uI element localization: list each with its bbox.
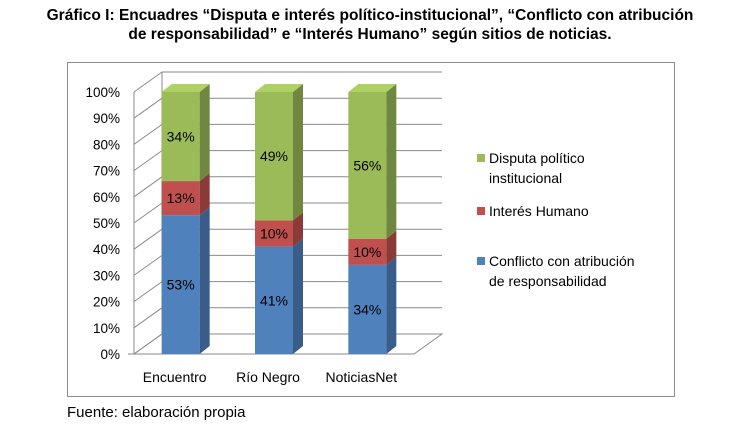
- y-tick-label: 30%: [93, 268, 120, 283]
- gridline-side: [133, 202, 163, 224]
- bar-segment-side: [386, 256, 397, 354]
- bar-segment-side: [293, 212, 303, 247]
- legend-swatch: [477, 257, 485, 265]
- y-tick-label: 20%: [93, 295, 120, 310]
- x-category-label: Río Negro: [236, 369, 300, 385]
- bar-segment-front: [348, 238, 387, 265]
- bar-segment-side: [386, 230, 397, 265]
- data-label: 56%: [353, 157, 381, 173]
- legend-label: Disputa político: [489, 150, 585, 166]
- bar-segment-side: [199, 207, 210, 354]
- y-tick-label: 70%: [93, 164, 120, 179]
- bar-segment-front: [161, 215, 200, 354]
- bar-segment-side: [386, 84, 397, 239]
- legend-swatch: [477, 154, 485, 162]
- chart-title-line-1: Gráfico I: Encuadres “Disputa e interés …: [46, 7, 694, 24]
- y-tick-label: 10%: [93, 321, 120, 336]
- y-tick-label: 90%: [93, 111, 120, 126]
- legend-label: Interés Humano: [489, 203, 589, 219]
- bar-segment-front: [348, 264, 387, 354]
- data-label: 41%: [260, 292, 288, 308]
- legend-swatch: [477, 207, 485, 215]
- source-note: Fuente: elaboración propia: [67, 404, 246, 421]
- gridline-side: [133, 71, 163, 93]
- x-category-label: Encuentro: [143, 369, 207, 385]
- bar-segment-front: [255, 246, 293, 354]
- bar-segment-front: [255, 220, 293, 247]
- gridline-side: [133, 228, 163, 250]
- bar-segment-front: [161, 181, 200, 216]
- data-label: 10%: [260, 225, 288, 241]
- x-category-label: NoticiasNet: [326, 369, 398, 385]
- gridline-side: [133, 97, 163, 119]
- data-label: 34%: [353, 301, 381, 317]
- gridline-side: [133, 254, 163, 276]
- legend-label: de responsabilidad: [489, 273, 607, 289]
- data-label: 13%: [167, 190, 195, 206]
- y-tick-label: 40%: [93, 242, 120, 257]
- bar-segment-top: [255, 84, 303, 92]
- gridline-side: [133, 123, 163, 145]
- bar-segment-front: [255, 92, 293, 221]
- floor: [132, 333, 444, 355]
- y-tick-label: 100%: [85, 85, 120, 100]
- bar-segment-front: [348, 92, 387, 239]
- y-tick-label: 60%: [93, 190, 120, 205]
- gridline-side: [133, 150, 163, 172]
- legend-label: institucional: [489, 170, 562, 186]
- y-tick-label: 80%: [93, 137, 120, 152]
- gridline-side: [133, 281, 163, 303]
- y-tick-label: 0%: [100, 347, 120, 362]
- data-label: 53%: [167, 277, 195, 293]
- bar-segment-side: [293, 84, 303, 221]
- gridline-side: [133, 307, 163, 329]
- bar-segment-top: [161, 84, 210, 92]
- bar-segment-side: [199, 173, 210, 216]
- bar-segment-side: [293, 238, 303, 354]
- legend-label: Conflicto con atribución: [489, 253, 635, 269]
- y-tick-label: 50%: [93, 216, 120, 231]
- chart-title: Gráfico I: Encuadres “Disputa e interés …: [0, 6, 740, 44]
- chart-title-line-2: de responsabilidad” e “Interés Humano” s…: [128, 26, 612, 43]
- data-label: 10%: [353, 244, 381, 260]
- data-label: 34%: [167, 129, 195, 145]
- bar-segment-side: [199, 84, 210, 182]
- data-label: 49%: [260, 148, 288, 164]
- gridline-side: [133, 176, 163, 198]
- bar-segment-front: [161, 92, 200, 182]
- bar-segment-top: [348, 84, 397, 92]
